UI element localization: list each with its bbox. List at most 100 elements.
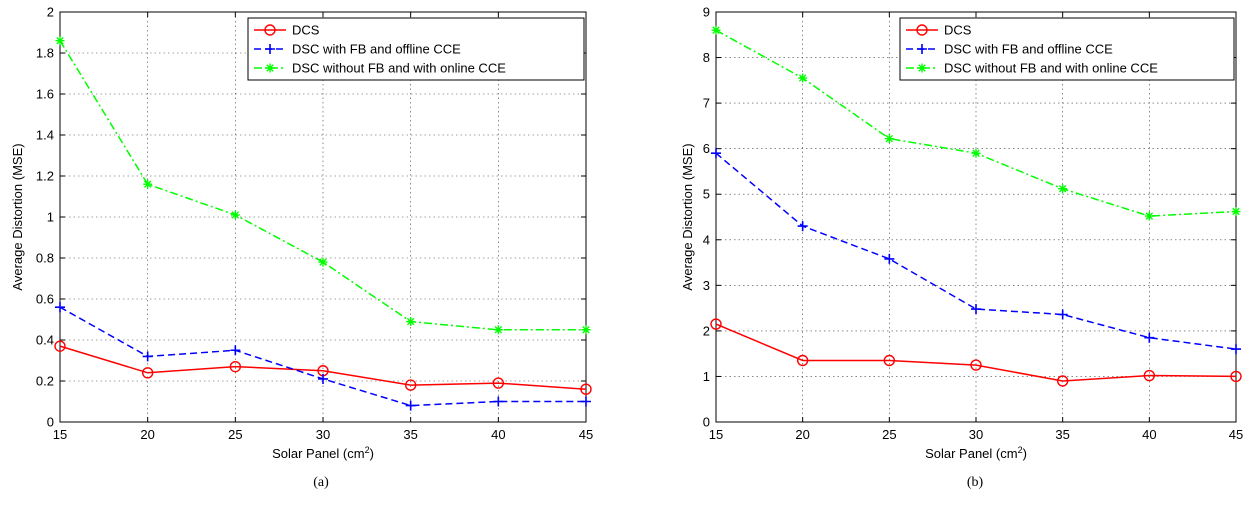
y-tick-label: 0.6 [36,292,54,307]
data-point [884,134,894,144]
y-tick-label: 6 [703,141,710,156]
data-point [796,354,809,367]
subfigure-caption: (a) [313,475,329,490]
data-point [1057,309,1068,320]
series-2 [711,148,1241,355]
x-tick-label: 25 [228,427,242,442]
x-tick-label: 20 [140,427,154,442]
data-point [1230,370,1242,383]
legend: DCS DSC with FB and offline CCE DSC withou… [247,17,585,81]
y-tick-label: 3 [703,278,710,293]
data-point [711,25,721,35]
data-point [1144,332,1155,343]
x-axis-label: Solar Panel (cm2) [925,445,1027,461]
y-tick-label: 8 [703,50,710,65]
y-tick-label: 2 [47,5,54,20]
data-point [318,257,328,267]
data-point [493,396,504,407]
x-tick-label: 40 [1142,427,1156,442]
data-point [318,373,328,384]
x-axis-label: Solar Panel (cm2) [272,445,374,461]
y-tick-label: 2 [703,323,710,338]
data-point [55,36,65,46]
y-tick-label: 0.8 [36,251,54,266]
data-point [492,377,505,389]
data-point [971,148,981,158]
y-tick-label: 1.2 [36,169,54,184]
data-point [1058,184,1068,194]
legend-label: DSC without FB and with online CCE [292,61,506,76]
y-tick-label: 9 [703,5,710,20]
data-point [230,210,240,220]
series-3 [55,36,591,335]
data-point [405,400,416,411]
x-tick-label: 30 [969,427,983,442]
x-tick-label: 40 [491,427,505,442]
data-point [884,253,895,264]
series-line [715,323,1237,382]
legend-marker [265,44,275,54]
x-tick-label: 20 [795,427,809,442]
legend-label: DCS [944,23,972,38]
data-point [1231,207,1241,217]
data-point [404,379,417,391]
x-tick-label: 45 [579,427,593,442]
x-tick-label: 15 [53,427,67,442]
y-tick-label: 0 [47,415,54,430]
x-tick-label: 35 [1055,427,1069,442]
legend-marker [264,24,276,36]
legend: DCS DSC with FB and offline CCE DSC withou… [899,17,1235,81]
series-1 [710,318,1242,387]
legend-label: DSC with FB and offline CCE [944,42,1113,57]
data-point [971,304,981,315]
data-point [883,354,896,367]
legend-marker [265,63,275,73]
x-tick-label: 45 [1229,427,1243,442]
data-point [493,325,503,335]
data-point [581,396,591,407]
y-tick-label: 0 [703,415,710,430]
x-tick-label: 35 [403,427,417,442]
legend-marker [917,63,927,73]
data-point [142,351,153,362]
data-point [406,317,416,327]
data-point [711,148,721,159]
y-tick-label: 1.4 [36,128,54,143]
x-tick-label: 25 [882,427,896,442]
series-2 [55,302,591,411]
data-point [230,345,241,356]
y-tick-label: 0.4 [36,333,54,348]
legend-label: DSC without FB and with online CCE [944,61,1158,76]
series-line [59,345,587,390]
data-point [970,359,982,371]
y-tick-label: 0.2 [36,374,54,389]
y-tick-label: 1 [703,369,710,384]
data-point [1144,211,1154,221]
chart-panel-a: 15 20 25 30 35 40 45 0 0.2 0.4 0.6 0.8 1 1.2 1.4 1.6 1.8… [10,5,593,491]
data-point [1143,369,1156,382]
data-point [1231,344,1241,355]
data-point [1056,375,1069,387]
data-point [141,367,154,379]
x-tick-label: 15 [709,427,723,442]
data-point [580,383,592,395]
series-1 [54,340,592,395]
x-tick-label: 30 [316,427,330,442]
legend-box [247,17,585,81]
data-point [798,73,808,83]
y-tick-label: 1.6 [36,87,54,102]
data-point [581,325,591,335]
y-tick-label: 1 [47,210,54,225]
data-point [54,340,66,352]
data-point [143,179,153,189]
y-axis-label: Average Distortion (MSE) [680,143,695,290]
data-point [55,302,65,313]
series-3 [711,25,1241,221]
legend-marker [917,44,927,54]
y-tick-label: 1.8 [36,46,54,61]
y-tick-label: 5 [703,187,710,202]
y-tick-label: 4 [703,232,710,247]
legend-box [899,17,1235,81]
